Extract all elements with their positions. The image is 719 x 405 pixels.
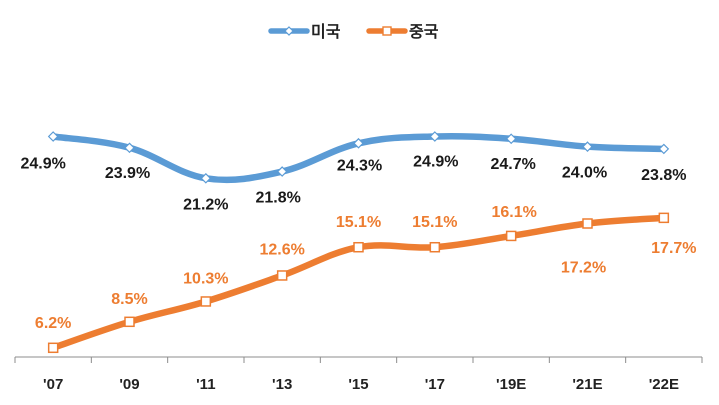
x-tick-label: '22E: [649, 376, 679, 393]
data-point: [353, 241, 364, 253]
data-point: [353, 137, 364, 149]
data-label: 21.2%: [183, 196, 228, 213]
data-point: [429, 241, 441, 253]
series-line: [49, 214, 668, 352]
data-label: 10.3%: [183, 270, 228, 287]
data-point: [276, 166, 288, 177]
data-label: 23.8%: [641, 167, 686, 184]
data-point: [47, 342, 59, 354]
series-china: [47, 212, 670, 354]
x-tick-label: '21E: [572, 376, 602, 393]
legend-marker: [284, 26, 294, 36]
x-tick-label: '17: [425, 376, 445, 393]
data-label: 15.1%: [336, 214, 381, 231]
data-label: 16.1%: [491, 204, 536, 221]
data-point: [505, 133, 517, 145]
data-point: [276, 270, 288, 281]
series-layer: [47, 131, 670, 354]
data-label: 24.7%: [490, 156, 535, 173]
legend-item: 중국: [366, 22, 439, 41]
data-point: [200, 296, 212, 307]
legend-label: 미국: [311, 22, 341, 41]
data-label: 17.2%: [561, 260, 606, 277]
x-tick-label: '19E: [496, 376, 526, 393]
data-label-layer: 24.9% 23.9% 21.2% 21.8% 24.3% 24.9% 24.7% 24.0%…: [20, 153, 696, 331]
legend-label: 중국: [409, 22, 439, 41]
data-label: 6.2%: [35, 315, 71, 332]
x-axis: '07 '09 '11 '13 '15 '17 '19E '21E '22E: [14, 356, 703, 393]
data-point: [658, 143, 670, 155]
data-label: 8.5%: [111, 291, 147, 308]
data-point: [658, 212, 670, 224]
data-label: 21.8%: [255, 190, 300, 207]
legend-item: 미국: [268, 22, 341, 41]
x-tick-label: '15: [348, 376, 368, 393]
data-point: [582, 141, 593, 153]
x-tick-label: '09: [119, 376, 139, 393]
data-label: 24.0%: [562, 165, 607, 182]
data-point: [429, 131, 441, 142]
series-usa: [47, 131, 670, 184]
data-label: 12.6%: [259, 241, 304, 258]
x-tick-label: '11: [196, 376, 215, 393]
data-point: [582, 218, 593, 229]
x-tick-label: '13: [272, 376, 292, 393]
data-point: [47, 131, 59, 142]
data-label: 15.1%: [412, 214, 457, 231]
data-point: [124, 316, 135, 328]
data-label: 17.7%: [651, 240, 696, 257]
data-label: 24.3%: [337, 157, 382, 174]
x-tick-label: '07: [43, 376, 63, 393]
data-point: [200, 172, 212, 184]
data-point: [124, 142, 135, 154]
data-label: 24.9%: [413, 153, 458, 170]
data-point: [505, 230, 517, 242]
legend: 미국 중국: [268, 22, 439, 41]
data-label: 24.9%: [20, 155, 65, 172]
data-label: 23.9%: [105, 165, 150, 182]
legend-marker: [382, 26, 392, 36]
